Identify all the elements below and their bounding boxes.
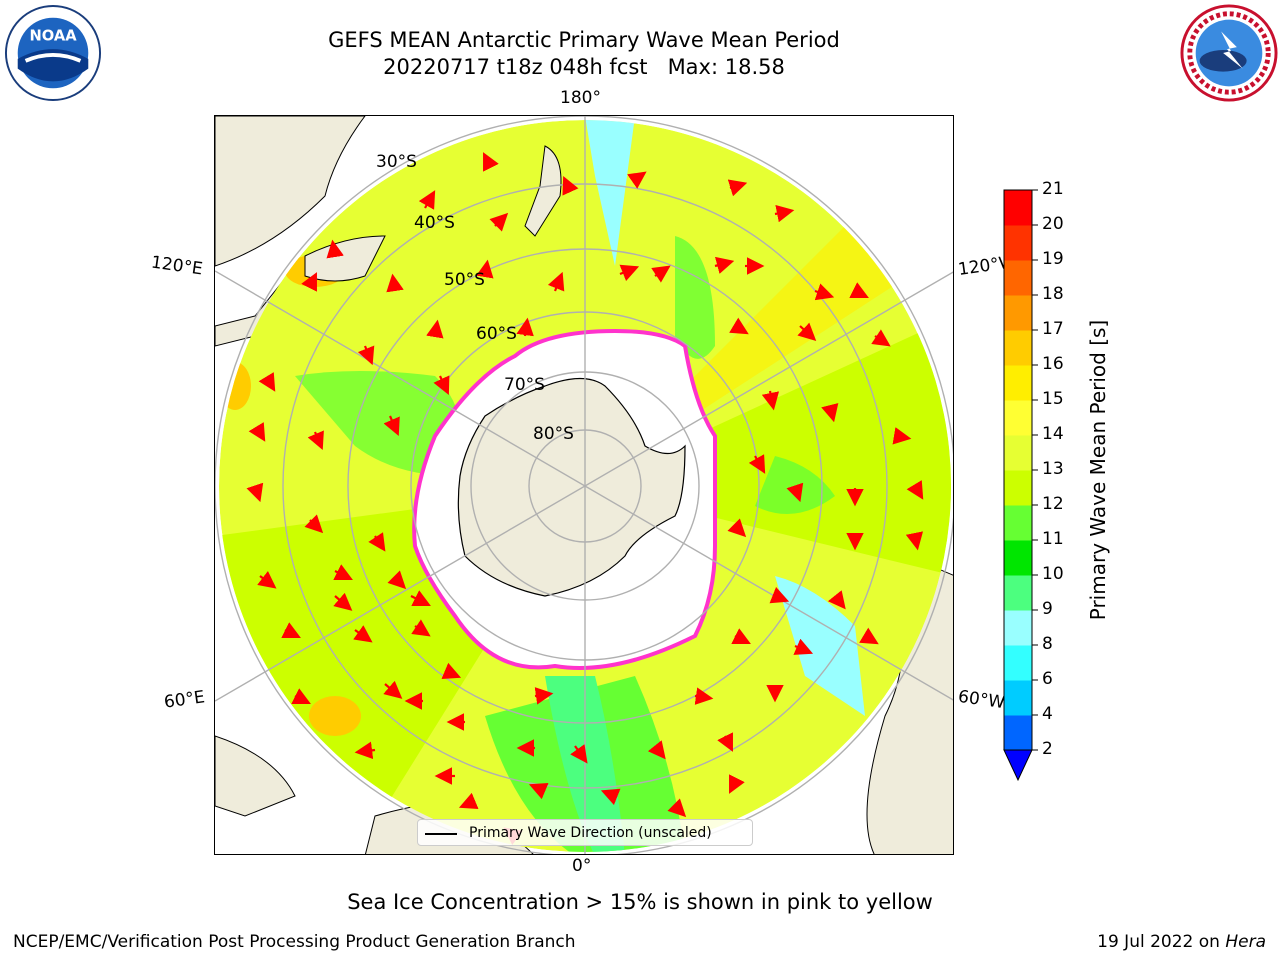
footer-date: 19 Jul 2022 on Hera xyxy=(1097,932,1266,952)
lon-label-120e: 120°E xyxy=(149,252,204,280)
footer-date-text: 19 Jul 2022 on xyxy=(1097,932,1226,952)
colorbar-tick-label: 21 xyxy=(1042,179,1064,199)
lat-label-80s: 80°S xyxy=(533,424,574,444)
colorbar-segment xyxy=(1004,435,1032,471)
colorbar-tick-label: 20 xyxy=(1042,214,1064,234)
colorbar-segment xyxy=(1004,680,1032,716)
colorbar-segment xyxy=(1004,505,1032,541)
colorbar-segment xyxy=(1004,260,1032,296)
colorbar-tick-label: 6 xyxy=(1042,669,1053,689)
colorbar-segment xyxy=(1004,575,1032,611)
colorbar-tick-label: 12 xyxy=(1042,494,1064,514)
colorbar-tick-label: 10 xyxy=(1042,564,1064,584)
graticule xyxy=(215,116,953,854)
map-legend: Primary Wave Direction (unscaled) xyxy=(417,819,753,846)
colorbar-tick-label: 18 xyxy=(1042,284,1064,304)
colorbar-label: Primary Wave Mean Period [s] xyxy=(1086,319,1110,621)
colorbar xyxy=(1003,189,1038,782)
lon-label-180: 180° xyxy=(560,88,601,108)
colorbar-tick-label: 9 xyxy=(1042,599,1053,619)
lat-label-50s: 50°S xyxy=(444,270,485,290)
land-new-zealand xyxy=(524,145,562,237)
lon-label-60w: 60°W xyxy=(956,686,1007,714)
colorbar-tick-label: 4 xyxy=(1042,704,1053,724)
land-madagascar xyxy=(215,735,296,817)
colorbar-tick-label: 16 xyxy=(1042,354,1064,374)
colorbar-segment xyxy=(1004,400,1032,436)
colorbar-tick-label: 13 xyxy=(1042,459,1064,479)
colorbar-under-extension xyxy=(1003,749,1033,782)
sea-ice-caption: Sea Ice Concentration > 15% is shown in … xyxy=(347,890,933,914)
nws-logo xyxy=(1180,4,1278,102)
primary-wave-direction-arrows xyxy=(246,152,924,845)
noaa-logo: NOAA xyxy=(4,4,102,102)
lat-label-30s: 30°S xyxy=(376,152,417,172)
chart-title: GEFS MEAN Antarctic Primary Wave Mean Pe… xyxy=(328,28,840,52)
lon-label-60e: 60°E xyxy=(162,687,207,713)
land-australia-east xyxy=(215,116,366,267)
colorbar-segment xyxy=(1004,295,1032,331)
colorbar-segment xyxy=(1004,190,1032,226)
colorbar-tick-label: 8 xyxy=(1042,634,1053,654)
footer-producer: NCEP/EMC/Verification Post Processing Pr… xyxy=(13,932,576,952)
legend-line-sample xyxy=(425,833,457,835)
colorbar-tick-label: 2 xyxy=(1042,739,1053,759)
colorbar-segment xyxy=(1004,715,1032,751)
footer-host: Hera xyxy=(1225,932,1266,952)
lat-label-40s: 40°S xyxy=(414,213,455,233)
colorbar-segment xyxy=(1004,540,1032,576)
chart-subtitle: 20220717 t18z 048h fcst Max: 18.58 xyxy=(383,55,785,79)
lon-label-0: 0° xyxy=(572,856,592,876)
colorbar-segment xyxy=(1004,225,1032,261)
polar-map: Primary Wave Direction (unscaled) xyxy=(214,115,954,855)
colorbar-tick-label: 19 xyxy=(1042,249,1064,269)
map-canvas xyxy=(215,116,953,854)
colorbar-segment xyxy=(1004,645,1032,681)
lat-label-60s: 60°S xyxy=(476,324,517,344)
colorbar-tick-label: 17 xyxy=(1042,319,1064,339)
legend-label: Primary Wave Direction (unscaled) xyxy=(469,825,712,841)
colorbar-segment xyxy=(1004,470,1032,506)
colorbar-tick-label: 15 xyxy=(1042,389,1064,409)
colorbar-segment xyxy=(1004,330,1032,366)
colorbar-segment xyxy=(1004,610,1032,646)
land-antarctica xyxy=(457,377,686,597)
noaa-logo-text: NOAA xyxy=(29,27,77,44)
colorbar-segment xyxy=(1004,365,1032,401)
lat-label-70s: 70°S xyxy=(504,375,545,395)
colorbar-tick-label: 11 xyxy=(1042,529,1064,549)
colorbar-tick-label: 14 xyxy=(1042,424,1064,444)
